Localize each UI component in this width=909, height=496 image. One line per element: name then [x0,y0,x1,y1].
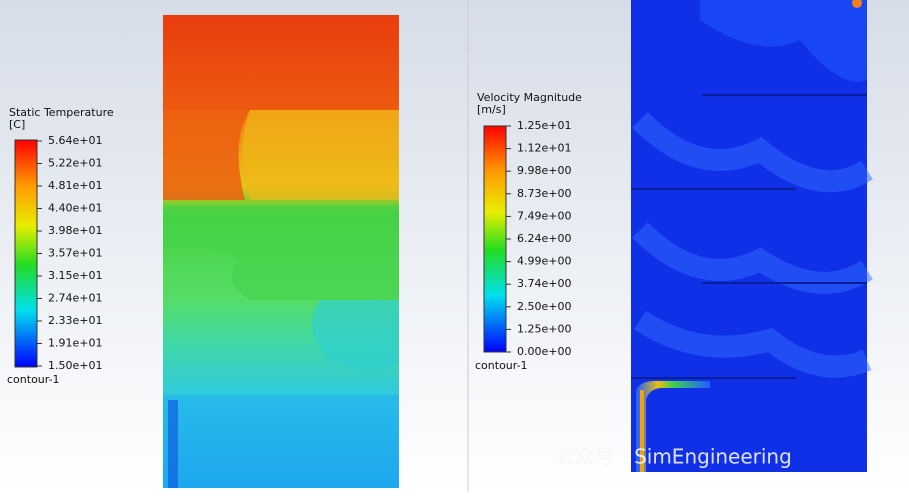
colorbar-label: 3.57e+01 [48,247,102,260]
colorbar-label: 7.49e+00 [517,209,571,222]
colorbar-label: 1.50e+01 [48,359,102,372]
colorbar-label: 8.73e+00 [517,187,571,200]
colorbar-label: 3.74e+00 [517,277,571,290]
legend-footer: contour-1 [475,359,528,372]
colorbar [14,139,38,368]
colorbar-label: 5.64e+01 [48,134,102,147]
colorbar-label: 0.00e+00 [517,345,571,358]
temperature-contour [163,15,399,488]
colorbar-label: 1.25e+01 [517,119,571,132]
watermark: 公众号 · SimEngineering [555,445,792,469]
legend-footer: contour-1 [7,373,60,386]
colorbar-label: 2.33e+01 [48,314,102,327]
colorbar-label: 4.99e+00 [517,255,571,268]
colorbar-label: 1.25e+00 [517,322,571,335]
legend-unit: [m/s] [477,103,506,116]
colorbar-label: 3.98e+01 [48,224,102,237]
colorbar-label: 3.15e+01 [48,269,102,282]
legend-unit: [C] [9,118,25,131]
colorbar-label: 1.12e+01 [517,142,571,155]
colorbar-label: 4.40e+01 [48,202,102,215]
colorbar [483,125,507,353]
velocity-contour [631,0,873,472]
colorbar-label: 5.22e+01 [48,157,102,170]
legend-title: Static Temperature [9,106,114,119]
colorbar-label: 2.50e+00 [517,300,571,313]
colorbar-label: 6.24e+00 [517,232,571,245]
colorbar-label: 2.74e+01 [48,292,102,305]
colorbar-label: 4.81e+01 [48,179,102,192]
colorbar-label: 9.98e+00 [517,164,571,177]
colorbar-label: 1.91e+01 [48,337,102,350]
legend-title: Velocity Magnitude [477,91,582,104]
legend: Velocity Magnitude[m/s] 1.25e+01 1.12e+01 9… [475,91,582,372]
legend: Static Temperature[C] 5.64e+01 5.22e+01 4.8… [7,106,114,386]
